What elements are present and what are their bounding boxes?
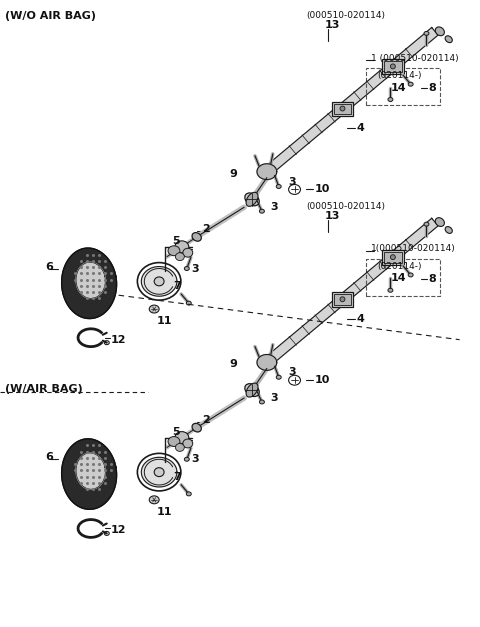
Text: 7: 7 [173,472,180,482]
Ellipse shape [260,209,264,213]
Text: 13: 13 [324,211,339,221]
Text: 11: 11 [157,316,173,326]
Bar [382,60,404,75]
Ellipse shape [245,193,259,206]
Ellipse shape [184,266,189,270]
Polygon shape [141,266,177,296]
Text: 3: 3 [270,203,277,213]
Text: 6: 6 [46,452,53,462]
Ellipse shape [408,273,413,277]
Text: 3: 3 [192,263,199,273]
Ellipse shape [192,233,201,241]
Text: 7: 7 [173,282,180,292]
Polygon shape [76,453,105,489]
Bar [382,250,404,265]
Polygon shape [141,457,177,487]
Ellipse shape [276,376,281,379]
Ellipse shape [408,82,413,86]
Text: 5: 5 [172,236,180,246]
Text: 8: 8 [429,83,436,93]
Bar [384,61,402,72]
Polygon shape [257,354,277,371]
Text: 14: 14 [390,273,406,283]
Polygon shape [76,262,105,298]
Ellipse shape [183,248,193,257]
Ellipse shape [245,384,259,396]
Ellipse shape [340,297,345,302]
Ellipse shape [175,241,189,253]
Text: 4: 4 [356,314,364,324]
Ellipse shape [186,492,191,496]
Ellipse shape [424,222,429,226]
Ellipse shape [175,431,189,443]
Polygon shape [264,28,438,176]
Text: (W/AIR BAG): (W/AIR BAG) [5,384,83,394]
Text: 11: 11 [157,507,173,517]
Text: 3: 3 [288,177,296,187]
Text: (W/O AIR BAG): (W/O AIR BAG) [5,11,96,21]
Ellipse shape [154,468,164,477]
Bar [332,292,353,307]
Text: 1(000510-020114): 1(000510-020114) [371,245,456,253]
Ellipse shape [246,383,258,397]
Text: 14: 14 [390,83,406,93]
Polygon shape [61,439,117,509]
Ellipse shape [149,496,159,503]
Ellipse shape [445,36,452,43]
Bar [332,102,353,117]
Ellipse shape [175,443,184,451]
Ellipse shape [168,246,180,256]
Ellipse shape [388,288,393,292]
Text: (000510-020114): (000510-020114) [306,202,385,211]
Text: 12: 12 [111,335,126,345]
Ellipse shape [175,253,184,261]
Ellipse shape [390,255,396,260]
Ellipse shape [184,457,189,461]
Text: 8: 8 [429,274,436,284]
Polygon shape [61,248,117,319]
Text: 1 (000510-020114): 1 (000510-020114) [371,53,458,63]
Ellipse shape [186,301,191,305]
Ellipse shape [149,305,159,313]
Text: 3: 3 [192,455,199,464]
Bar [334,294,351,305]
Ellipse shape [154,277,164,286]
Ellipse shape [246,192,258,206]
Ellipse shape [340,106,345,111]
Text: 4: 4 [356,124,364,134]
Text: 9: 9 [229,359,237,369]
Ellipse shape [388,98,393,102]
Polygon shape [257,164,277,179]
Bar [384,252,402,263]
Ellipse shape [435,218,444,226]
Text: 2: 2 [202,224,209,234]
Ellipse shape [435,27,444,36]
Text: (020114-): (020114-) [378,262,422,271]
Text: 5: 5 [172,426,180,436]
Text: 3: 3 [270,393,277,403]
Ellipse shape [183,439,193,448]
Ellipse shape [168,436,180,446]
Text: 3: 3 [288,367,296,377]
Ellipse shape [390,64,396,69]
Polygon shape [264,218,438,366]
Text: 10: 10 [314,375,330,385]
Text: 13: 13 [324,21,339,30]
Text: 6: 6 [46,261,53,271]
Text: (020114-): (020114-) [378,71,422,80]
Ellipse shape [424,31,429,35]
Bar [334,103,351,115]
Text: 9: 9 [229,169,237,179]
Ellipse shape [260,400,264,404]
Text: 2: 2 [202,414,209,424]
Ellipse shape [192,423,201,432]
Ellipse shape [445,226,452,233]
Text: (000510-020114): (000510-020114) [306,11,385,20]
Ellipse shape [276,184,281,189]
Text: 12: 12 [111,525,126,535]
Text: 10: 10 [314,184,330,194]
